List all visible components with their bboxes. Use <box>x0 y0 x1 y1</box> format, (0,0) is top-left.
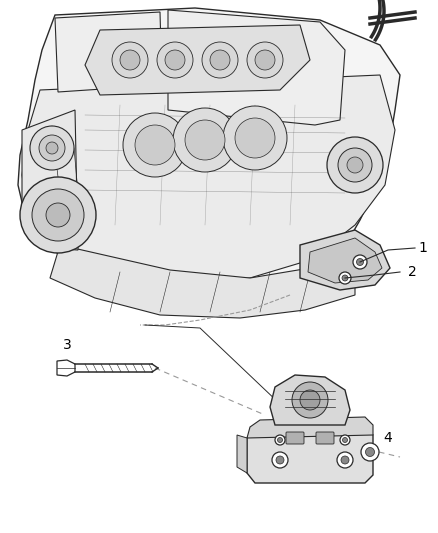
Polygon shape <box>22 75 395 282</box>
Polygon shape <box>50 245 355 318</box>
Circle shape <box>46 142 58 154</box>
Circle shape <box>235 118 275 158</box>
Polygon shape <box>57 360 75 376</box>
Circle shape <box>272 452 288 468</box>
Circle shape <box>340 435 350 445</box>
Circle shape <box>112 42 148 78</box>
Circle shape <box>157 42 193 78</box>
Polygon shape <box>55 12 162 92</box>
Circle shape <box>327 137 383 193</box>
Circle shape <box>185 120 225 160</box>
FancyBboxPatch shape <box>286 432 304 444</box>
Circle shape <box>39 135 65 161</box>
Circle shape <box>223 106 287 170</box>
Polygon shape <box>308 238 382 283</box>
Circle shape <box>278 438 283 442</box>
Circle shape <box>247 42 283 78</box>
Circle shape <box>361 443 379 461</box>
Circle shape <box>339 272 351 284</box>
Circle shape <box>342 275 348 281</box>
Circle shape <box>276 456 284 464</box>
Polygon shape <box>237 435 247 473</box>
Circle shape <box>338 148 372 182</box>
Circle shape <box>20 177 96 253</box>
Circle shape <box>202 42 238 78</box>
Polygon shape <box>300 230 390 290</box>
Polygon shape <box>85 25 310 95</box>
Circle shape <box>347 157 363 173</box>
Polygon shape <box>168 10 345 125</box>
Circle shape <box>292 382 328 418</box>
Circle shape <box>275 435 285 445</box>
Polygon shape <box>22 110 78 250</box>
Circle shape <box>123 113 187 177</box>
Circle shape <box>255 50 275 70</box>
Circle shape <box>337 452 353 468</box>
Circle shape <box>357 259 364 265</box>
Text: 3: 3 <box>63 338 72 352</box>
Circle shape <box>30 126 74 170</box>
Text: 4: 4 <box>383 431 392 445</box>
Polygon shape <box>247 417 373 438</box>
Circle shape <box>46 203 70 227</box>
Circle shape <box>341 456 349 464</box>
Circle shape <box>120 50 140 70</box>
FancyBboxPatch shape <box>316 432 334 444</box>
Polygon shape <box>247 425 373 483</box>
Circle shape <box>353 255 367 269</box>
Circle shape <box>32 189 84 241</box>
Circle shape <box>365 448 374 456</box>
Polygon shape <box>18 8 400 298</box>
Text: 1: 1 <box>418 241 427 255</box>
Circle shape <box>300 390 320 410</box>
Circle shape <box>173 108 237 172</box>
Circle shape <box>135 125 175 165</box>
Circle shape <box>343 438 347 442</box>
Circle shape <box>210 50 230 70</box>
Polygon shape <box>270 375 350 425</box>
Circle shape <box>165 50 185 70</box>
Text: 2: 2 <box>408 265 417 279</box>
